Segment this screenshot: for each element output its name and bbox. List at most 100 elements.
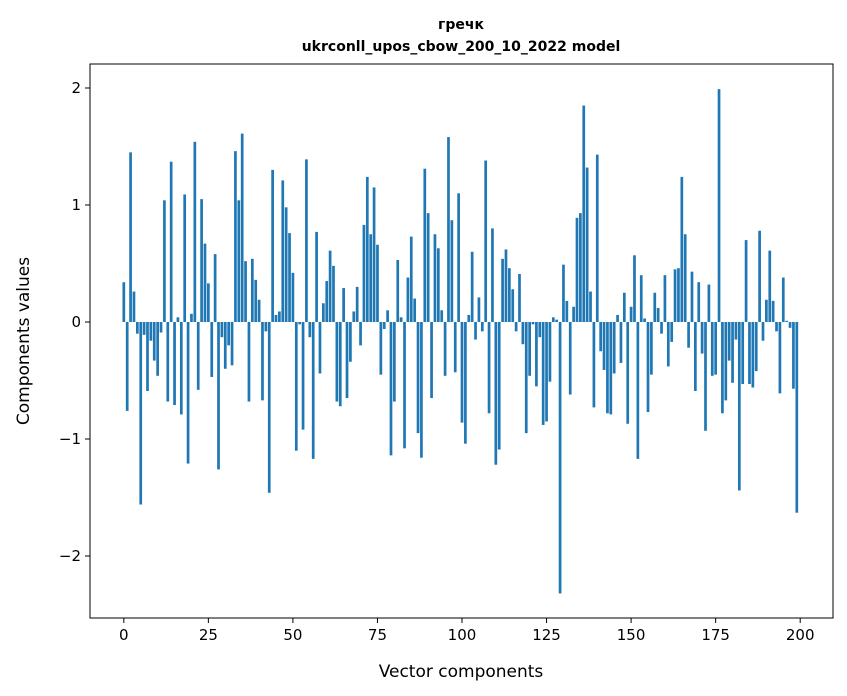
bar-43 [267, 321, 271, 493]
x-axis: 0 25 50 75 100 125 150 175 200 [119, 618, 815, 644]
bar-12 [163, 200, 166, 322]
bar-108 [487, 321, 491, 414]
bar-179 [727, 321, 731, 361]
bar-2 [129, 152, 132, 322]
x-axis-label: Vector components [379, 662, 544, 682]
bar-105 [477, 297, 481, 322]
bar-137 [585, 167, 589, 322]
bar-44 [271, 169, 274, 322]
bar-191 [768, 250, 772, 322]
bar-49 [288, 233, 291, 322]
bar-132 [568, 321, 572, 395]
bar-170 [697, 282, 701, 322]
y-axis: −2 −1 0 1 2 [59, 79, 90, 565]
bar-109 [491, 228, 494, 322]
bar-95 [443, 321, 447, 376]
bar-29 [220, 321, 224, 338]
bar-169 [694, 321, 697, 392]
bar-186 [751, 321, 755, 388]
bar-32 [230, 321, 234, 366]
bar-48 [284, 207, 288, 322]
bar-42 [264, 321, 268, 332]
bar-63 [335, 321, 339, 402]
bar-130 [562, 264, 565, 322]
y-axis-label: Components values [14, 257, 34, 425]
bar-97 [450, 220, 454, 322]
bar-65 [342, 288, 345, 322]
bar-168 [690, 271, 694, 322]
bars [122, 89, 799, 594]
bar-77 [382, 321, 386, 330]
bar-9 [152, 321, 156, 361]
bar-37 [247, 321, 251, 402]
bar-116 [514, 321, 518, 332]
bar-160 [663, 275, 667, 322]
bar-83 [403, 321, 406, 449]
bar-153 [639, 275, 643, 322]
bar-33 [234, 151, 237, 322]
bar-142 [602, 321, 606, 370]
bar-125 [545, 321, 548, 422]
bar-167 [687, 321, 690, 348]
bar-17 [179, 321, 183, 415]
bar-192 [771, 300, 775, 322]
bar-22 [196, 321, 200, 390]
chart-title: гречк [438, 17, 484, 33]
bar-61 [328, 250, 332, 322]
bar-166 [683, 234, 687, 322]
bar-71 [362, 224, 366, 322]
bar-88 [420, 321, 423, 458]
bar-134 [575, 217, 579, 322]
bar-178 [724, 321, 728, 401]
bar-18 [183, 194, 187, 322]
bar-10 [156, 321, 159, 376]
bar-112 [501, 258, 504, 322]
bar-62 [332, 265, 335, 322]
bar-94 [440, 310, 444, 322]
bar-13 [166, 321, 170, 402]
bar-92 [433, 234, 437, 322]
bar-75 [376, 244, 379, 322]
bar-27 [213, 254, 217, 322]
bar-146 [616, 314, 619, 322]
bar-101 [464, 321, 467, 444]
bar-197 [788, 321, 792, 328]
bar-124 [541, 321, 545, 425]
bar-129 [558, 321, 562, 594]
bar-162 [670, 321, 674, 342]
bar-164 [677, 268, 680, 322]
bar-145 [612, 321, 616, 374]
bar-174 [710, 321, 714, 376]
bar-144 [609, 321, 613, 415]
bar-64 [338, 321, 342, 407]
bar-150 [629, 306, 633, 322]
bar-82 [399, 317, 403, 322]
plot-frame [89, 63, 834, 619]
bar-139 [592, 321, 596, 408]
bar-163 [673, 269, 677, 322]
bar-111 [497, 321, 501, 450]
bar-84 [406, 277, 410, 322]
bar-15 [173, 321, 176, 406]
bar-26 [210, 321, 214, 377]
bar-89 [423, 168, 427, 322]
bar-117 [518, 274, 521, 322]
bar-185 [748, 321, 751, 384]
bar-68 [352, 311, 356, 322]
bar-126 [548, 321, 552, 382]
bar-1 [125, 321, 129, 411]
bar-102 [467, 314, 471, 322]
bar-198 [792, 321, 795, 389]
bar-156 [650, 321, 653, 375]
bar-152 [636, 321, 640, 459]
bar-148 [622, 292, 626, 322]
bar-6 [142, 321, 146, 335]
bar-81 [396, 259, 400, 322]
bar-60 [325, 281, 329, 322]
bar-187 [754, 321, 758, 372]
bar-103 [470, 251, 474, 322]
y-tick-label: 0 [71, 313, 81, 331]
x-tick-label: 150 [617, 626, 646, 644]
y-tick-label: −2 [59, 547, 81, 565]
bar-58 [318, 321, 322, 374]
